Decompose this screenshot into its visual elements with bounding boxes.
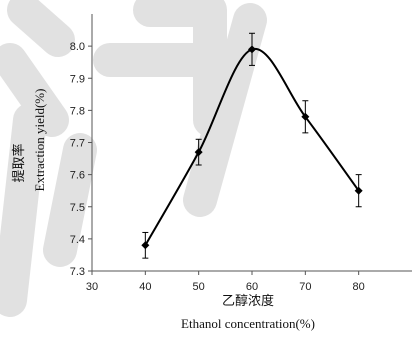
y-tick-label: 7.4 xyxy=(70,234,85,246)
plot-area xyxy=(141,32,363,259)
data-point xyxy=(194,148,203,157)
axes: 30 40 50 60 70 80 7.3 7.4 7.5 7.6 7.7 7.8 7.9 8.0 xyxy=(70,14,412,293)
y-tick-label: 7.3 xyxy=(70,266,85,278)
data-point xyxy=(248,45,256,54)
x-tick-label: 50 xyxy=(193,281,205,293)
y-tick-label: 7.9 xyxy=(70,73,85,85)
data-point xyxy=(354,186,363,195)
x-tick-label: 70 xyxy=(299,281,311,293)
data-point xyxy=(141,241,150,250)
x-tick-label: 60 xyxy=(246,281,258,293)
watermark xyxy=(0,0,267,317)
x-tick-label: 40 xyxy=(139,281,151,293)
x-axis-title-english: Ethanol concentration(%) xyxy=(181,316,315,331)
y-axis-title-english: Extraction yield(%) xyxy=(32,89,47,192)
y-tick-label: 7.8 xyxy=(70,105,85,117)
x-tick-label: 80 xyxy=(353,281,365,293)
y-tick-label: 7.7 xyxy=(70,138,85,150)
y-tick-label: 7.5 xyxy=(70,202,85,214)
x-tick-label: 30 xyxy=(86,281,98,293)
y-tick-label: 8.0 xyxy=(70,41,85,53)
y-tick-label: 7.6 xyxy=(70,170,85,182)
series-line xyxy=(144,48,360,246)
x-axis-title-chinese: 乙醇浓度 xyxy=(222,293,274,308)
data-point xyxy=(301,112,310,121)
y-axis-title-chinese: 提取率 xyxy=(11,143,26,182)
